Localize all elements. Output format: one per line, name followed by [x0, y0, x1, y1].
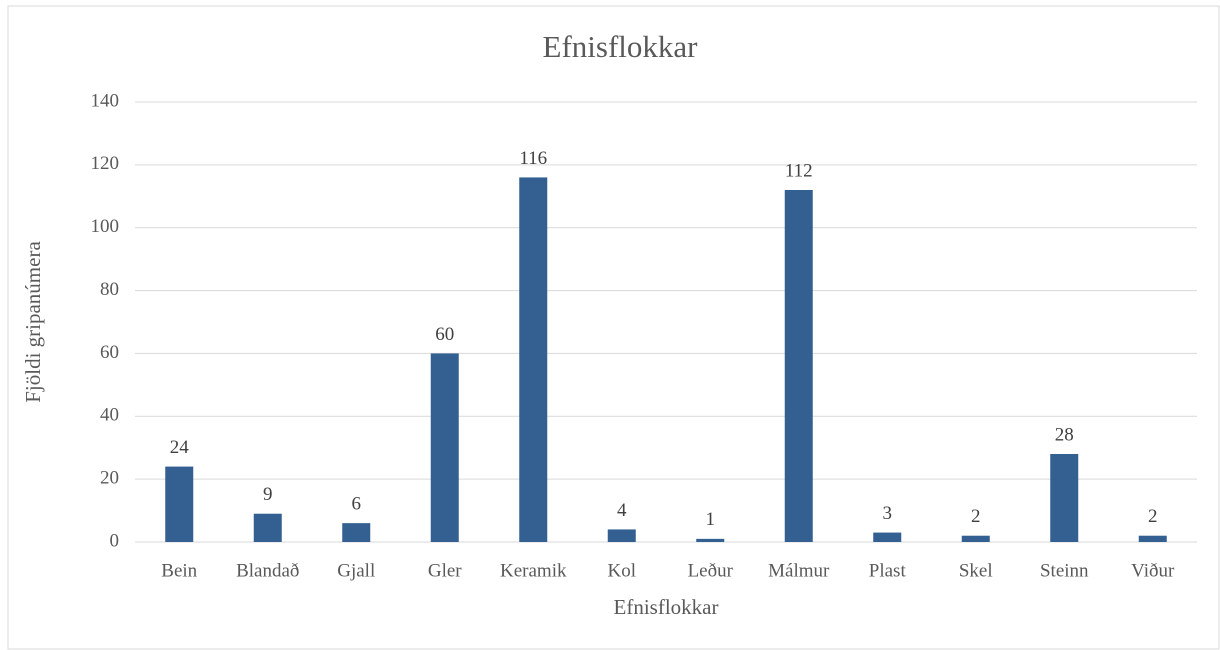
- data-label: 3: [883, 503, 893, 524]
- y-tick-label: 20: [100, 468, 119, 489]
- bar: [1050, 454, 1079, 542]
- chart-title: Efnisflokkar: [543, 29, 699, 64]
- y-tick-label: 40: [100, 405, 119, 426]
- x-tick-label: Skel: [959, 560, 993, 581]
- data-label: 9: [263, 484, 273, 505]
- y-tick-label: 140: [91, 90, 120, 111]
- bar: [165, 466, 194, 542]
- x-tick-label: Blandað: [236, 560, 299, 581]
- data-label: 112: [785, 160, 813, 181]
- x-tick-label: Keramik: [500, 560, 567, 581]
- data-label: 28: [1055, 424, 1074, 445]
- x-tick-label: Kol: [608, 560, 637, 581]
- y-axis-title: Fjöldi gripanúmera: [21, 241, 45, 403]
- y-tick-label: 100: [91, 216, 120, 237]
- data-label: 2: [971, 506, 981, 527]
- chart-border: [7, 5, 1220, 650]
- data-label: 1: [706, 509, 716, 530]
- x-tick-label: Bein: [161, 560, 197, 581]
- bar: [873, 532, 902, 542]
- x-tick-label: Gler: [428, 560, 462, 581]
- y-tick-label: 80: [100, 279, 119, 300]
- data-label: 4: [617, 500, 627, 521]
- x-tick-label: Gjall: [337, 560, 375, 581]
- bar: [519, 177, 548, 542]
- data-label: 6: [352, 494, 362, 515]
- data-label: 60: [435, 324, 454, 345]
- bar: [253, 513, 282, 542]
- y-tick-label: 120: [91, 153, 120, 174]
- bar: [607, 529, 636, 542]
- data-label: 116: [519, 148, 547, 169]
- x-tick-label: Plast: [869, 560, 907, 581]
- bar: [961, 535, 990, 542]
- y-tick-label: 60: [100, 342, 119, 363]
- bar: [784, 190, 813, 542]
- data-label: 24: [170, 437, 190, 458]
- x-axis-title: Efnisflokkar: [614, 595, 719, 619]
- y-tick-label: 0: [110, 530, 120, 551]
- bar: [430, 353, 459, 542]
- bar: [342, 523, 371, 542]
- x-tick-label: Málmur: [768, 560, 830, 581]
- x-tick-label: Steinn: [1040, 560, 1089, 581]
- x-tick-label: Leður: [688, 560, 734, 581]
- bar: [1138, 535, 1167, 542]
- x-tick-label: Viður: [1131, 560, 1175, 581]
- data-label: 2: [1148, 506, 1158, 527]
- bar: [696, 538, 725, 542]
